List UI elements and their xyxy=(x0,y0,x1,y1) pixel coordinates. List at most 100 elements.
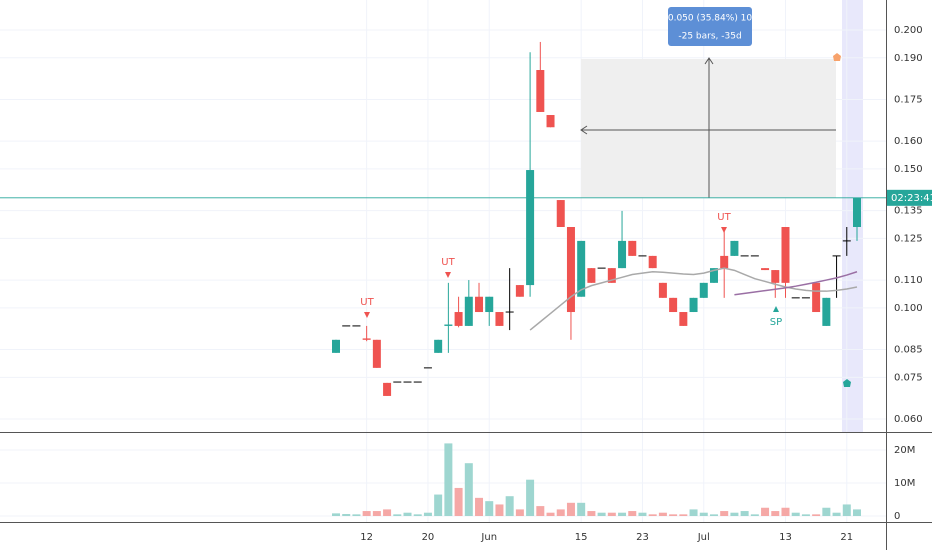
candle-body xyxy=(475,296,484,313)
plot xyxy=(0,41,886,516)
candle-body xyxy=(607,268,616,283)
candle-body xyxy=(750,255,759,257)
candle-body xyxy=(658,282,667,298)
volume-bar xyxy=(434,494,443,516)
volume-bar xyxy=(812,514,821,516)
candle-body xyxy=(740,255,749,257)
candle-body xyxy=(853,197,861,228)
candle-body xyxy=(618,240,627,269)
volume-bar xyxy=(618,512,627,516)
candle-body xyxy=(536,70,545,112)
volume-bar xyxy=(403,512,412,516)
volume-tick-label: 10M xyxy=(894,478,915,489)
volume-tick-label: 20M xyxy=(894,445,915,456)
volume-bar xyxy=(607,512,616,516)
candle-body xyxy=(444,324,453,326)
volume-bar xyxy=(771,511,780,516)
volume-bar xyxy=(801,514,810,516)
x-tick-label: 20 xyxy=(422,532,435,543)
candle-body xyxy=(842,240,851,242)
volume-bar xyxy=(638,512,647,516)
volume-bar xyxy=(342,514,351,516)
candle-body xyxy=(393,381,402,383)
volume-bar xyxy=(822,507,831,516)
moving-average xyxy=(529,267,858,331)
candle-body xyxy=(699,282,708,298)
candle-body xyxy=(689,297,698,313)
volume-bar xyxy=(475,497,484,516)
volume-bar xyxy=(709,514,718,516)
volume-bar xyxy=(853,509,861,516)
volume-bar xyxy=(628,511,637,516)
x-tick-label: 12 xyxy=(360,532,373,543)
candle-body xyxy=(546,115,555,128)
candle-body xyxy=(403,381,412,383)
annotation-arrow xyxy=(364,312,370,318)
candle-body xyxy=(812,282,821,313)
x-tick-label: Jul xyxy=(697,532,710,543)
candle-body xyxy=(791,297,800,299)
volume-bar xyxy=(495,504,504,516)
volume-bar xyxy=(505,496,514,516)
candle-body xyxy=(801,297,810,299)
candle-body xyxy=(372,339,381,368)
candle-body xyxy=(822,297,831,326)
measure-tooltip xyxy=(668,7,752,46)
candle-body xyxy=(577,240,586,297)
annotation: UT xyxy=(360,297,374,308)
candle-body xyxy=(454,312,463,326)
volume-bar xyxy=(832,512,841,516)
volume-bar xyxy=(536,506,545,516)
candle-body xyxy=(648,255,657,269)
volume-bar xyxy=(750,514,759,516)
volume-bar xyxy=(669,514,678,516)
x-tick-label: 23 xyxy=(636,532,649,543)
volume-bar xyxy=(444,443,453,516)
y-tick-label: 0.175 xyxy=(894,94,923,105)
axes: 0.200 0.190 0.175 0.160 0.150 0.135 0.125 0.110… xyxy=(360,25,932,543)
volume-bar xyxy=(566,502,575,516)
marker xyxy=(833,53,841,61)
annotation-arrow xyxy=(721,227,727,233)
annotation-arrow xyxy=(773,306,779,312)
volume-bar xyxy=(393,514,402,516)
volume-bar xyxy=(362,511,371,516)
candle-body xyxy=(556,200,565,228)
y-tick-label: 0.200 xyxy=(894,25,923,36)
volume-bar xyxy=(423,512,432,516)
volume-bar xyxy=(597,512,606,516)
candle-body xyxy=(332,339,340,353)
volume-bar xyxy=(332,513,340,516)
candle-body xyxy=(771,270,780,283)
candle-body xyxy=(434,339,443,353)
candle-body xyxy=(413,381,422,383)
volume-bar xyxy=(689,509,698,516)
x-tick-label: 13 xyxy=(779,532,792,543)
annotation: UT xyxy=(441,257,455,268)
volume-bar xyxy=(699,512,708,516)
volume-bar xyxy=(587,511,596,516)
candle-body xyxy=(526,170,535,286)
volume-tick-label: 0 xyxy=(894,511,900,522)
volume-bar xyxy=(740,511,749,516)
marker xyxy=(843,379,851,387)
y-tick-label: 0.190 xyxy=(894,53,923,64)
volume-bar xyxy=(577,502,586,516)
y-tick-label: 0.100 xyxy=(894,303,923,314)
volume-bar xyxy=(515,509,524,516)
volume-bar xyxy=(658,512,667,516)
x-tick-label: Jun xyxy=(480,532,497,543)
volume-bar xyxy=(842,504,851,516)
countdown: 02:23:41 xyxy=(891,193,932,204)
volume-bar xyxy=(781,507,790,516)
y-tick-label: 0.075 xyxy=(894,372,923,383)
y-tick-label: 0.125 xyxy=(894,233,923,244)
candle-body xyxy=(761,268,770,271)
candle-body xyxy=(679,312,688,326)
annotation: UT xyxy=(717,212,731,223)
candle-body xyxy=(485,296,494,313)
annotation-arrow xyxy=(445,272,451,278)
candle-body xyxy=(505,311,514,313)
x-tick-label: 21 xyxy=(840,532,853,543)
